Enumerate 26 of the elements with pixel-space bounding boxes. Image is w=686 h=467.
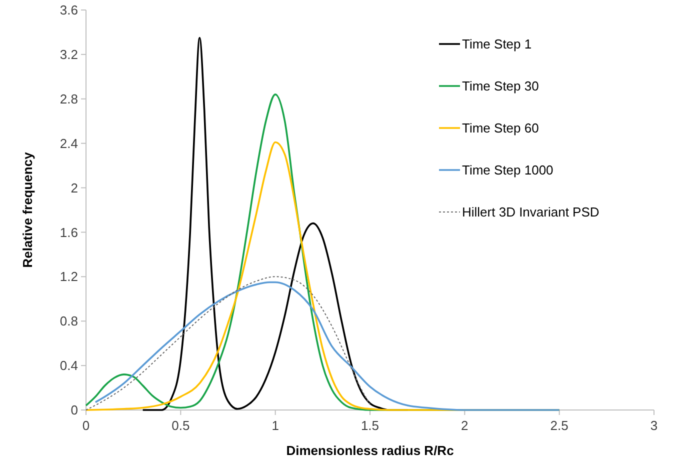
legend-label: Time Step 1 bbox=[462, 36, 532, 52]
y-tick-label: 0 bbox=[70, 402, 78, 418]
x-tick-label: 1.5 bbox=[360, 418, 380, 433]
y-tick-label: 1.2 bbox=[60, 269, 78, 284]
legend-label: Time Step 30 bbox=[462, 78, 539, 94]
x-tick-label: 1 bbox=[272, 418, 279, 433]
legend-label: Time Step 60 bbox=[462, 120, 539, 136]
legend-label: Hillert 3D Invariant PSD bbox=[462, 204, 600, 220]
line-series bbox=[86, 276, 370, 410]
y-axis-title: Relative frequency bbox=[20, 151, 35, 268]
x-tick-label: 0 bbox=[82, 418, 90, 433]
x-axis-title: Dimensionless radius R/Rc bbox=[286, 443, 454, 458]
y-tick-label: 2.4 bbox=[60, 136, 78, 151]
y-tick-label: 3.2 bbox=[60, 46, 78, 62]
line-series bbox=[94, 281, 560, 411]
y-tick-label: 3.6 bbox=[60, 2, 78, 18]
y-tick-label: 1.6 bbox=[60, 224, 78, 240]
y-tick-label: 2.8 bbox=[60, 91, 78, 106]
y-tick-label: 0.4 bbox=[60, 358, 78, 374]
x-tick-label: 2 bbox=[461, 418, 468, 433]
x-tick-label: 3 bbox=[650, 418, 658, 433]
y-tick-label: 0.8 bbox=[60, 314, 78, 329]
x-tick-label: 2.5 bbox=[550, 418, 568, 433]
y-tick-label: 2 bbox=[70, 180, 78, 196]
x-tick-label: 0.5 bbox=[172, 418, 190, 433]
legend-label: Time Step 1000 bbox=[462, 162, 554, 178]
